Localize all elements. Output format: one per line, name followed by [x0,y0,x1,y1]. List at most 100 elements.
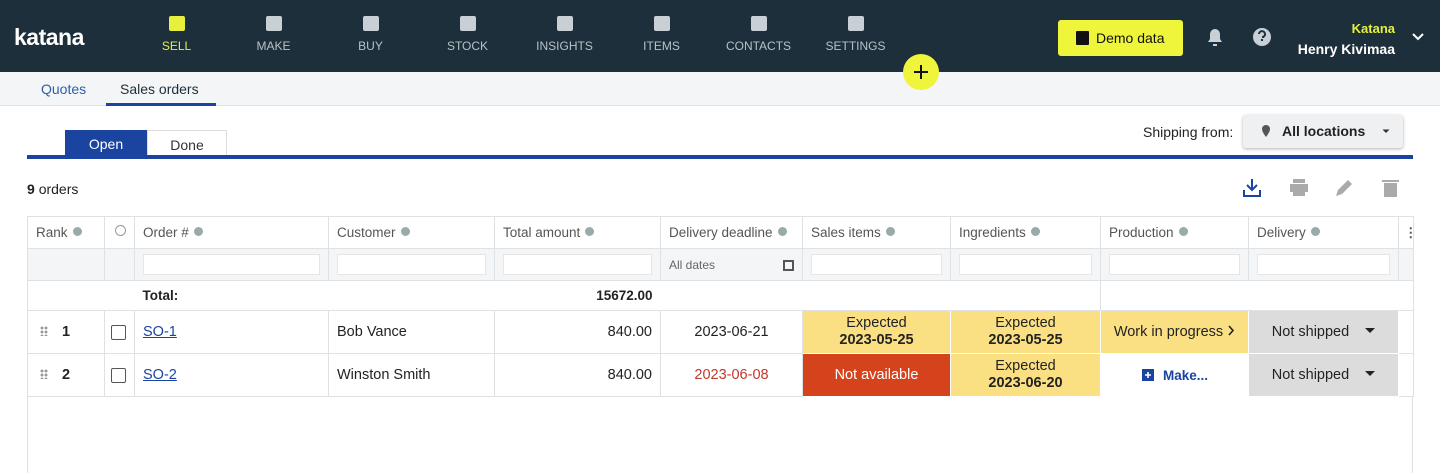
total-label: Total: [134,280,329,311]
nav-label: CONTACTS [725,39,792,53]
logo[interactable]: katana [14,24,84,50]
nav-icon [168,16,185,31]
tab[interactable]: Quotes [41,81,87,97]
location-value: All locations [1282,123,1366,139]
rank: 2 [62,367,71,383]
order-link[interactable]: SO-1 [143,324,177,340]
nav-icon [459,16,476,31]
checkbox[interactable] [111,367,126,383]
count-label: orders [38,181,79,197]
demo-label: Demo data [1096,30,1165,46]
tab-underline [106,103,216,106]
date-filter[interactable]: All dates [669,257,716,272]
nav-icon [750,16,767,31]
header[interactable]: Delivery deadline [669,225,773,240]
header-row: Rank Order # Customer Total amount Deliv… [27,216,1414,249]
total-value: 15672.00 [494,280,661,311]
nav-item[interactable]: MAKE [225,0,322,72]
filter[interactable] [503,254,652,275]
user[interactable]: Henry Kivimaa [1297,41,1395,57]
production-status[interactable]: Work in progress [1100,310,1249,354]
filter[interactable] [1257,254,1390,275]
shipping-label: Shipping from: [1143,124,1234,140]
header[interactable]: Ingredients [959,225,1026,240]
date: 2023-06-20 [988,375,1063,391]
user-menu[interactable] [1411,32,1425,42]
nav-label: ITEMS [643,39,680,53]
divider [27,155,1413,159]
nav-icon [847,16,864,31]
status: Expected [846,315,907,331]
order-link[interactable]: SO-2 [143,367,177,383]
header[interactable]: Delivery [1257,225,1306,240]
checkbox[interactable] [111,324,126,340]
status: Expected [995,358,1056,374]
order-row: 2 SO-2 Winston Smith 840.00 2023-06-08 N… [27,353,1414,397]
pin-icon [1262,125,1270,137]
header[interactable]: Total amount [503,225,581,240]
date: 2023-05-25 [988,332,1063,348]
filter[interactable] [1109,254,1240,275]
customer: Bob Vance [328,310,495,354]
sales-status[interactable]: Not available [802,353,951,397]
demo-button[interactable]: Demo data [1058,20,1183,56]
nav-item[interactable]: SETTINGS [807,0,904,72]
header[interactable]: Customer [337,225,396,240]
nav-item[interactable]: SELL [128,0,225,72]
toolbar[interactable] [1242,178,1402,198]
location-select[interactable]: All locations [1243,115,1403,148]
filter[interactable] [143,254,320,275]
caret [1382,129,1390,137]
header[interactable]: Order # [143,225,189,240]
sub-bar [0,72,1440,106]
nav-item[interactable]: CONTACTS [710,0,807,72]
delivery: Not shipped [1271,367,1350,383]
nav-label: STOCK [446,39,489,53]
header[interactable]: Sales items [811,225,881,240]
status: Expected [995,315,1056,331]
nav-item[interactable]: ITEMS [613,0,710,72]
nav-icon [653,16,670,31]
table-frame [27,396,1413,473]
nav-icon [265,16,282,31]
ingredients-status[interactable]: Expected 2023-05-25 [950,310,1101,354]
order-row: 1 SO-1 Bob Vance 840.00 2023-06-21 Expec… [27,310,1414,354]
make-button[interactable]: Make... [1100,353,1249,397]
ingredients-status[interactable]: Expected 2023-06-20 [950,353,1101,397]
filter[interactable] [811,254,942,275]
add-button[interactable] [902,53,940,91]
company: Katana [1351,21,1395,36]
header[interactable]: Production [1109,225,1174,240]
filter[interactable] [337,254,486,275]
date: 2023-05-25 [839,332,914,348]
nav-label: INSIGHTS [536,39,593,53]
production: Work in progress [1113,323,1224,340]
nav-label: BUY [358,39,383,53]
status-tab[interactable]: Done [147,130,227,156]
tab[interactable]: Sales orders [120,81,199,97]
deadline: 2023-06-21 [660,310,803,354]
nav-icon [362,16,379,31]
production: Make... [1162,367,1209,383]
filter[interactable] [959,254,1092,275]
delivery: Not shipped [1271,324,1350,340]
status: Not available [834,367,919,383]
delivery-status[interactable]: Not shipped [1248,310,1399,354]
top-icons[interactable] [1204,26,1276,48]
status-tab[interactable]: Open [65,130,147,156]
header[interactable]: Rank [36,225,68,240]
nav-item[interactable]: INSIGHTS [516,0,613,72]
nav-label: SETTINGS [825,39,886,53]
orders-table: Rank Order # Customer Total amount Deliv… [27,216,1414,397]
nav-item[interactable]: STOCK [419,0,516,72]
delivery-status[interactable]: Not shipped [1248,353,1399,397]
nav-label: SELL [161,39,192,53]
nav-item[interactable]: BUY [322,0,419,72]
amount: 840.00 [494,353,661,397]
total-row: Total: 15672.00 [27,280,1414,311]
filter-row: All dates [27,248,1414,281]
sales-status[interactable]: Expected 2023-05-25 [802,310,951,354]
count-number: 9 [27,181,35,197]
order-count: 9 orders [27,181,78,197]
